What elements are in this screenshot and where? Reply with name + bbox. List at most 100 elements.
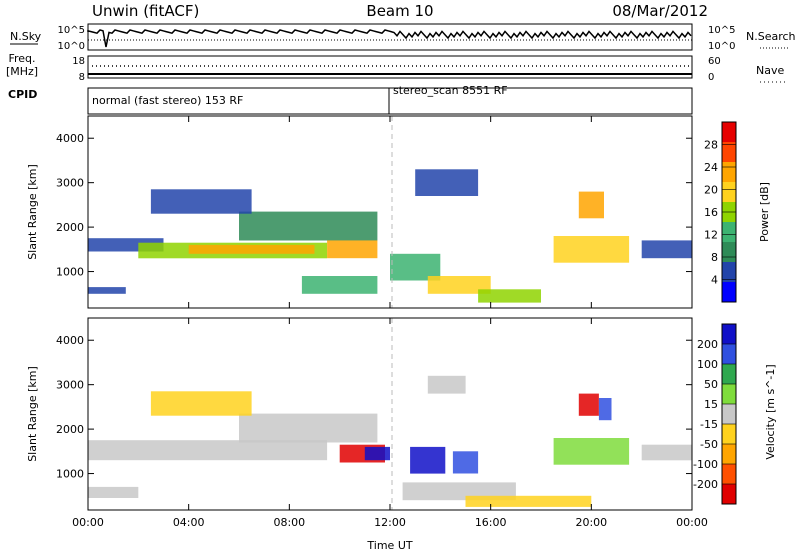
power-y-ticks: 1000 2000 3000 4000	[56, 132, 692, 279]
nave-label: Nave	[756, 64, 784, 77]
nsky-tick-top: 10^5	[58, 25, 85, 36]
colorbar-swatch	[722, 324, 736, 345]
colorbar-tick-label: 28	[704, 139, 718, 152]
colorbar-tick-label: 100	[697, 358, 718, 371]
echo-region	[427, 375, 466, 394]
echo-region	[415, 169, 479, 196]
echo-region	[465, 495, 592, 507]
x-tick-label: 00:00	[676, 516, 708, 529]
colorbar-swatch	[722, 484, 736, 505]
y-tick-label: 4000	[56, 132, 84, 145]
cpid-segment-2: stereo_scan 8551 RF	[393, 84, 508, 97]
colorbar-swatch	[722, 162, 736, 183]
cpid-label: CPID	[8, 88, 37, 101]
colorbar-swatch	[722, 384, 736, 405]
power-y-axis-label: Slant Range [km]	[26, 164, 39, 260]
echo-region	[452, 451, 479, 474]
echo-region	[239, 413, 378, 443]
colorbar-tick-label: -15	[700, 418, 718, 431]
velocity-panel: 1000 2000 3000 4000 00:00 04:00 08:00 12:00 16:…	[26, 317, 777, 552]
x-tick-label: 00:00	[72, 516, 104, 529]
y-tick-label: 1000	[56, 266, 84, 279]
colorbar-tick-label: 20	[704, 184, 718, 197]
colorbar-swatch	[722, 222, 736, 243]
power-colorbar: 4 8 12 16 20 24 28	[704, 121, 737, 303]
colorbar-tick-label: 4	[711, 274, 718, 287]
echo-region	[88, 440, 328, 461]
echo-region	[88, 486, 139, 498]
colorbar-tick-label: -200	[693, 478, 718, 491]
colorbar-swatch	[722, 282, 736, 303]
y-tick-label: 1000	[56, 468, 84, 481]
colorbar-tick-label: -50	[700, 438, 718, 451]
colorbar-swatch	[722, 262, 736, 283]
colorbar-tick-label: 12	[704, 229, 718, 242]
velocity-echoes	[88, 375, 692, 507]
echo-region	[553, 236, 630, 263]
colorbar-swatch	[722, 242, 736, 263]
x-axis-label: Time UT	[366, 539, 412, 552]
colorbar-tick-label: 15	[704, 398, 718, 411]
freq-label: Freq.	[8, 52, 35, 65]
nsky-label: N.Sky	[10, 30, 42, 43]
colorbar-swatch	[722, 344, 736, 365]
echo-region	[88, 287, 126, 294]
colorbar-swatch	[722, 464, 736, 485]
colorbar-tick-label: -100	[693, 458, 718, 471]
freq-panel	[87, 55, 693, 79]
colorbar-swatch	[722, 364, 736, 385]
x-tick-label: 16:00	[475, 516, 507, 529]
echo-region	[410, 446, 446, 474]
echo-region	[641, 240, 692, 259]
colorbar-tick-label: 8	[711, 251, 718, 264]
x-tick-label: 04:00	[173, 516, 205, 529]
colorbar-swatch	[722, 444, 736, 465]
nsearch-tick-top: 10^5	[708, 25, 735, 36]
velocity-y-ticks: 1000 2000 3000 4000	[56, 334, 692, 481]
colorbar-frame	[721, 323, 737, 505]
power-panel: 1000 2000 3000 4000 Slant Range [km] 4 8 12 16…	[26, 115, 771, 309]
colorbar-tick-label: 16	[704, 206, 718, 219]
echo-region	[427, 276, 491, 294]
y-tick-label: 2000	[56, 423, 84, 436]
y-tick-label: 2000	[56, 221, 84, 234]
velocity-colorbar: 200 100 50 15 -15 -50 -100 -200	[693, 323, 737, 505]
nave-tick-top: 60	[708, 56, 721, 67]
echo-region	[578, 191, 604, 219]
radar-title: Unwin (fitACF)	[92, 2, 199, 20]
colorbar-swatch	[722, 182, 736, 203]
power-echoes	[88, 169, 692, 303]
colorbar-swatch	[722, 404, 736, 425]
nsearch-label: N.Search	[746, 30, 796, 43]
y-tick-label: 3000	[56, 177, 84, 190]
velocity-colorbar-label: Velocity [m s^-1]	[764, 364, 777, 459]
power-x-ticks	[87, 116, 693, 308]
summary-panels: N.Sky Freq. [MHz] CPID 10^5 10^0 18 8 10…	[6, 23, 796, 115]
date-title: 08/Mar/2012	[612, 2, 708, 20]
nsearch-tick-bottom: 10^0	[708, 41, 735, 52]
nave-tick-bottom: 0	[708, 72, 714, 83]
nsky-panel	[87, 23, 693, 51]
echo-region	[239, 211, 378, 241]
nsky-tick-bottom: 10^0	[58, 41, 85, 52]
y-tick-label: 3000	[56, 379, 84, 392]
beam-title: Beam 10	[366, 2, 433, 20]
echo-region	[188, 244, 315, 254]
freq-tick-bottom: 8	[79, 72, 85, 83]
power-colorbar-label: Power [dB]	[758, 182, 771, 242]
echo-region	[478, 289, 541, 303]
x-tick-label: 12:00	[374, 516, 406, 529]
echo-region	[598, 398, 612, 421]
freq-unit-label: [MHz]	[6, 65, 38, 78]
y-tick-label: 4000	[56, 334, 84, 347]
cpid-segment-1: normal (fast stereo) 153 RF	[92, 94, 243, 107]
colorbar-swatch	[722, 122, 736, 143]
echo-region	[364, 446, 390, 461]
echo-region	[402, 482, 516, 501]
colorbar-tick-label: 200	[697, 338, 718, 351]
echo-region	[150, 189, 252, 214]
echo-region	[327, 240, 378, 259]
echo-region	[301, 276, 378, 294]
colorbar-swatch	[722, 142, 736, 163]
